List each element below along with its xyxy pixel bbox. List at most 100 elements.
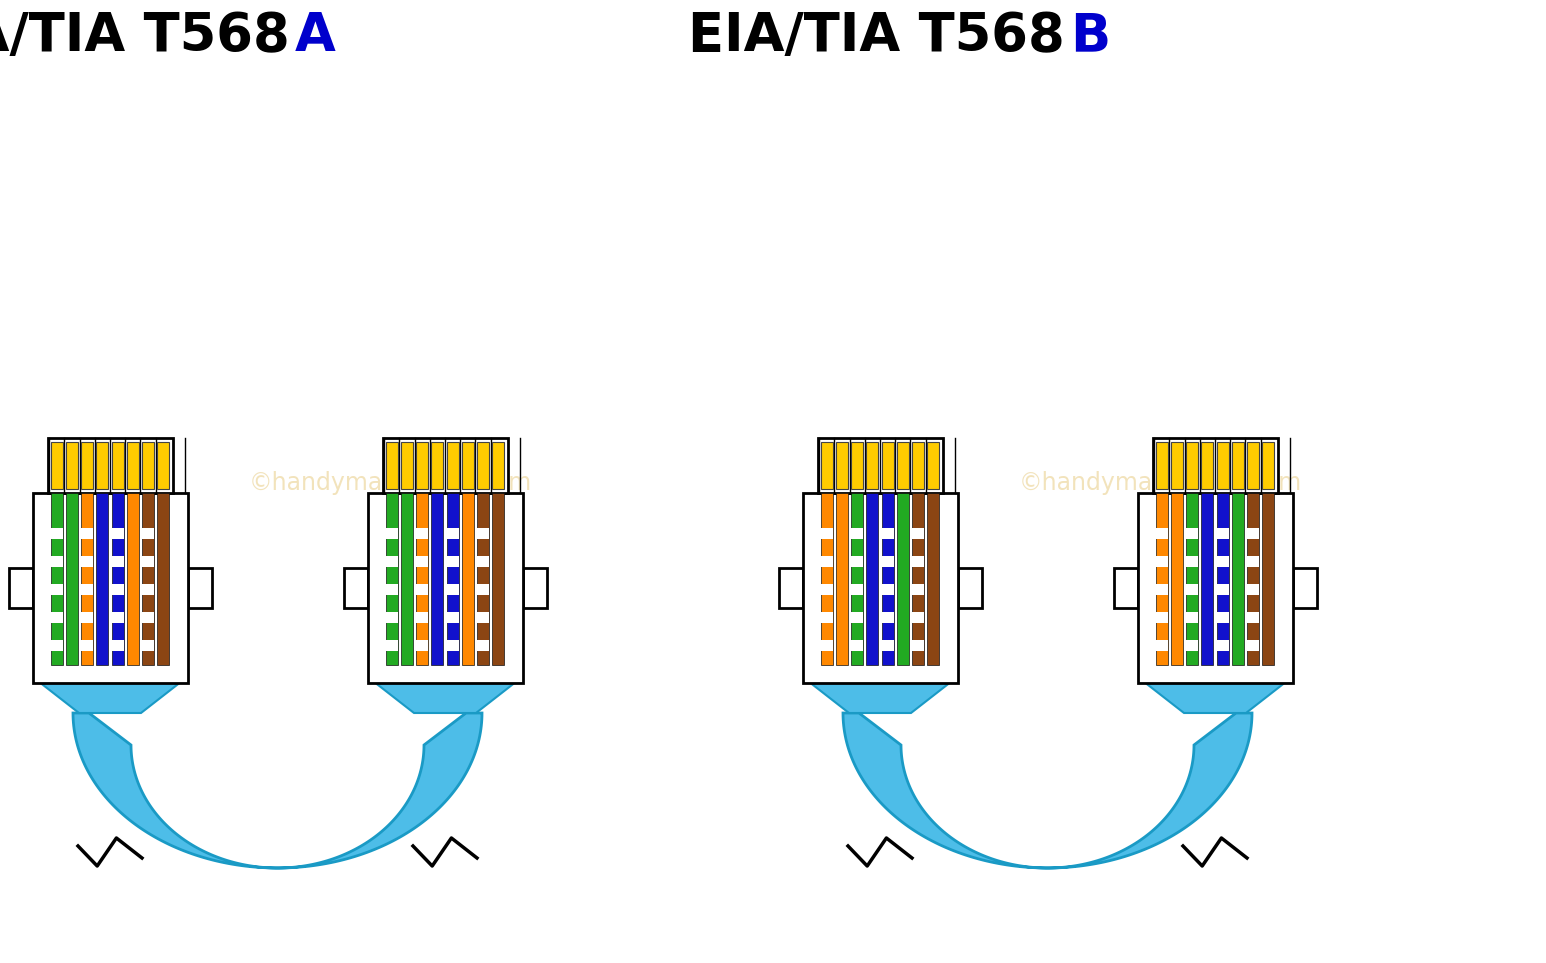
Bar (478, 442, 489, 489)
Polygon shape (843, 713, 1252, 868)
Bar (77, 854, 142, 868)
Bar (1186, 612, 1198, 623)
Bar (416, 493, 428, 665)
Bar (413, 854, 478, 868)
Bar (1113, 568, 1138, 608)
Bar (416, 528, 428, 538)
Bar (1232, 493, 1245, 665)
Bar (478, 584, 489, 595)
Bar (447, 556, 459, 567)
Bar (881, 528, 894, 538)
Bar (1201, 493, 1214, 665)
Bar (111, 612, 124, 623)
Bar (881, 442, 894, 489)
Bar (32, 493, 187, 683)
Bar (881, 556, 894, 567)
Bar (912, 493, 925, 665)
Bar (492, 493, 504, 665)
Bar (1248, 442, 1258, 489)
Bar (897, 493, 909, 665)
Bar (431, 493, 444, 665)
Bar (1248, 528, 1258, 538)
Bar (51, 493, 63, 665)
Bar (523, 568, 546, 608)
Bar (158, 493, 169, 665)
Bar (1152, 438, 1277, 493)
Bar (1156, 612, 1167, 623)
Bar (343, 568, 368, 608)
Bar (8, 568, 32, 608)
Bar (51, 528, 63, 538)
Bar (478, 556, 489, 567)
Bar (1262, 493, 1274, 665)
Bar (66, 442, 77, 489)
Bar (821, 528, 833, 538)
Bar (1186, 556, 1198, 567)
Bar (1186, 493, 1198, 665)
Bar (866, 442, 878, 489)
Bar (111, 584, 124, 595)
Bar (928, 442, 940, 489)
Bar (385, 584, 397, 595)
Bar (1217, 584, 1229, 595)
Bar (51, 612, 63, 623)
Bar (912, 528, 925, 538)
Bar (1138, 493, 1292, 683)
Bar (416, 584, 428, 595)
Bar (478, 493, 489, 665)
Bar (1186, 584, 1198, 595)
Bar (1201, 442, 1214, 489)
Bar (1248, 493, 1258, 665)
Bar (852, 640, 863, 651)
Bar (1217, 442, 1229, 489)
Text: ©handymanHowTo.com: ©handymanHowTo.com (249, 471, 532, 495)
Bar (385, 493, 397, 665)
Bar (142, 528, 155, 538)
Bar (127, 493, 139, 665)
Bar (821, 612, 833, 623)
Bar (1232, 442, 1245, 489)
Bar (187, 568, 212, 608)
Bar (447, 584, 459, 595)
Bar (912, 442, 925, 489)
Bar (111, 528, 124, 538)
Bar (400, 493, 413, 665)
Bar (111, 640, 124, 651)
Bar (447, 640, 459, 651)
Bar (881, 640, 894, 651)
Bar (849, 854, 912, 868)
Bar (1156, 584, 1167, 595)
Bar (957, 568, 982, 608)
Bar (382, 438, 507, 493)
Bar (912, 584, 925, 595)
Polygon shape (40, 683, 179, 713)
Bar (462, 493, 473, 665)
Bar (1186, 442, 1198, 489)
Bar (1248, 640, 1258, 651)
Bar (447, 493, 459, 665)
Bar (897, 442, 909, 489)
Bar (912, 556, 925, 567)
Bar (1170, 493, 1183, 665)
Bar (385, 442, 397, 489)
Bar (462, 442, 473, 489)
Bar (1183, 854, 1248, 868)
Bar (447, 442, 459, 489)
Bar (82, 493, 93, 665)
Bar (385, 612, 397, 623)
Text: A: A (295, 10, 335, 62)
Bar (416, 556, 428, 567)
Bar (836, 442, 847, 489)
Bar (1248, 612, 1258, 623)
Bar (821, 493, 833, 665)
Bar (1217, 556, 1229, 567)
Bar (1217, 612, 1229, 623)
Bar (478, 612, 489, 623)
Bar (821, 640, 833, 651)
Bar (51, 584, 63, 595)
Text: B: B (1070, 10, 1110, 62)
Bar (431, 442, 444, 489)
Bar (852, 612, 863, 623)
Text: EIA/TIA T568: EIA/TIA T568 (0, 10, 291, 62)
Text: EIA/TIA T568: EIA/TIA T568 (688, 10, 1065, 62)
